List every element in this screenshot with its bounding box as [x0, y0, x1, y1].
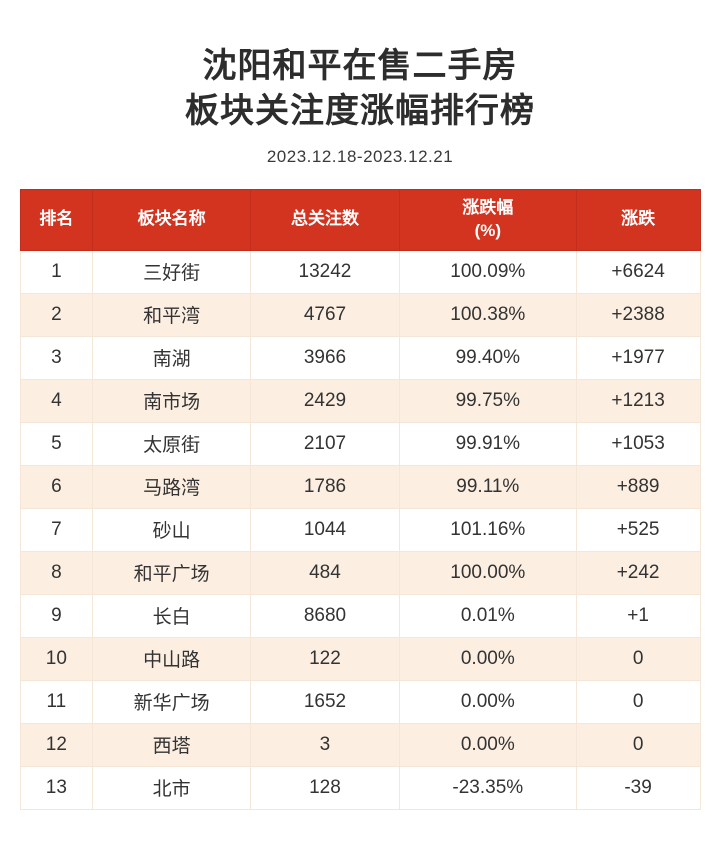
table-row: 3 南湖 3966 99.40% +1977: [19, 335, 701, 380]
table-row: 10 中山路 122 0.00% 0: [19, 636, 701, 681]
block-name-cell: 和平湾: [92, 292, 251, 337]
table-row: 1 三好街 13242 100.09% +6624: [19, 249, 701, 294]
rank-cell: 11: [19, 679, 94, 724]
ranking-table: 排名 板块名称 总关注数 涨跌幅 (%) 涨跌 1 三好街 13242 100.0…: [19, 188, 701, 810]
header-rank-label: 排名: [39, 209, 74, 229]
total-attention-cell: 3966: [250, 335, 400, 380]
rank-cell: 7: [19, 507, 94, 552]
block-name-cell: 中山路: [92, 636, 251, 681]
header-change-percent-label: 涨跌幅: [462, 197, 514, 217]
table-row: 8 和平广场 484 100.00% +242: [19, 550, 701, 595]
change-percent-cell: 99.40%: [398, 335, 577, 380]
change-percent-cell: 101.16%: [398, 507, 577, 552]
rank-cell: 13: [19, 765, 94, 810]
table-row: 2 和平湾 4767 100.38% +2388: [19, 292, 701, 337]
change-cell: +889: [575, 464, 701, 509]
change-cell: +525: [575, 507, 701, 552]
change-cell: +6624: [575, 249, 701, 294]
block-name-cell: 太原街: [92, 421, 251, 466]
total-attention-cell: 2107: [250, 421, 400, 466]
rank-cell: 5: [19, 421, 94, 466]
table-row: 12 西塔 3 0.00% 0: [19, 722, 701, 767]
change-cell: 0: [575, 722, 701, 767]
change-percent-cell: 99.11%: [398, 464, 577, 509]
rank-cell: 4: [19, 378, 94, 423]
header-block-name: 板块名称: [92, 188, 251, 251]
header-change: 涨跌: [575, 188, 701, 251]
block-name-cell: 和平广场: [92, 550, 251, 595]
block-name-cell: 三好街: [92, 249, 251, 294]
rank-cell: 6: [19, 464, 94, 509]
change-cell: +1213: [575, 378, 701, 423]
total-attention-cell: 1044: [250, 507, 400, 552]
total-attention-cell: 4767: [250, 292, 400, 337]
table-row: 4 南市场 2429 99.75% +1213: [19, 378, 701, 423]
header-change-label: 涨跌: [621, 209, 656, 229]
table-row: 9 长白 8680 0.01% +1: [19, 593, 701, 638]
change-cell: +1053: [575, 421, 701, 466]
total-attention-cell: 1786: [250, 464, 400, 509]
rank-cell: 12: [19, 722, 94, 767]
header-total-attention: 总关注数: [250, 188, 400, 251]
total-attention-cell: 2429: [250, 378, 400, 423]
table-body: 1 三好街 13242 100.09% +6624 2 和平湾 4767 100…: [19, 249, 701, 810]
table-row: 11 新华广场 1652 0.00% 0: [19, 679, 701, 724]
change-cell: +242: [575, 550, 701, 595]
block-name-cell: 南市场: [92, 378, 251, 423]
rank-cell: 1: [19, 249, 94, 294]
change-cell: 0: [575, 636, 701, 681]
change-percent-cell: 100.00%: [398, 550, 577, 595]
change-cell: +2388: [575, 292, 701, 337]
table-row: 5 太原街 2107 99.91% +1053: [19, 421, 701, 466]
total-attention-cell: 3: [250, 722, 400, 767]
change-percent-cell: -23.35%: [398, 765, 577, 810]
block-name-cell: 南湖: [92, 335, 251, 380]
change-percent-cell: 0.00%: [398, 722, 577, 767]
rank-cell: 9: [19, 593, 94, 638]
rank-cell: 3: [19, 335, 94, 380]
change-percent-cell: 0.01%: [398, 593, 577, 638]
table-row: 7 砂山 1044 101.16% +525: [19, 507, 701, 552]
change-cell: +1977: [575, 335, 701, 380]
table-row: 13 北市 128 -23.35% -39: [19, 765, 701, 810]
table-row: 6 马路湾 1786 99.11% +889: [19, 464, 701, 509]
rank-cell: 2: [19, 292, 94, 337]
block-name-cell: 长白: [92, 593, 251, 638]
rank-cell: 8: [19, 550, 94, 595]
change-cell: +1: [575, 593, 701, 638]
block-name-cell: 马路湾: [92, 464, 251, 509]
change-percent-cell: 100.09%: [398, 249, 577, 294]
total-attention-cell: 122: [250, 636, 400, 681]
change-percent-cell: 0.00%: [398, 679, 577, 724]
header-block-name-label: 板块名称: [137, 209, 206, 229]
change-percent-cell: 100.38%: [398, 292, 577, 337]
change-cell: -39: [575, 765, 701, 810]
header-total-attention-label: 总关注数: [290, 209, 359, 229]
change-percent-cell: 99.75%: [398, 378, 577, 423]
page-title-line-1: 沈阳和平在售二手房: [202, 47, 518, 85]
change-cell: 0: [575, 679, 701, 724]
header-rank: 排名: [19, 188, 94, 251]
total-attention-cell: 1652: [250, 679, 400, 724]
total-attention-cell: 8680: [250, 593, 400, 638]
change-percent-cell: 99.91%: [398, 421, 577, 466]
block-name-cell: 砂山: [92, 507, 251, 552]
header-change-percent: 涨跌幅 (%): [398, 188, 577, 251]
block-name-cell: 西塔: [92, 722, 251, 767]
total-attention-cell: 13242: [250, 249, 400, 294]
total-attention-cell: 484: [250, 550, 400, 595]
change-percent-cell: 0.00%: [398, 636, 577, 681]
header-change-percent-unit: (%): [474, 220, 502, 240]
page-title: 沈阳和平在售二手房 板块关注度涨幅排行榜: [0, 44, 720, 134]
table-header: 排名 板块名称 总关注数 涨跌幅 (%) 涨跌: [19, 188, 701, 251]
rank-cell: 10: [19, 636, 94, 681]
total-attention-cell: 128: [250, 765, 400, 810]
block-name-cell: 新华广场: [92, 679, 251, 724]
block-name-cell: 北市: [92, 765, 251, 810]
header-row: 排名 板块名称 总关注数 涨跌幅 (%) 涨跌: [19, 188, 701, 251]
page-title-line-2: 板块关注度涨幅排行榜: [185, 91, 535, 130]
date-range: 2023.12.18-2023.12.21: [266, 146, 454, 166]
